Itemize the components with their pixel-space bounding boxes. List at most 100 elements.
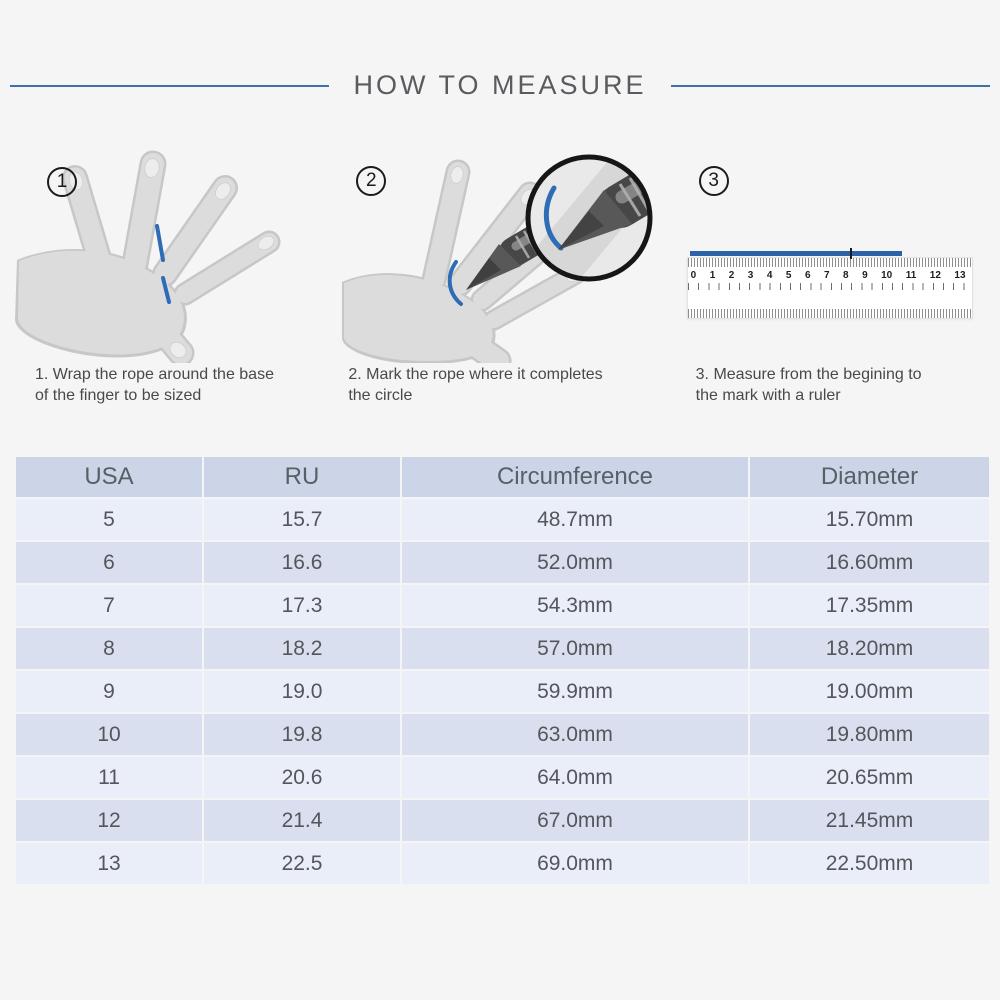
caption-line: 2. Mark the rope where it completes	[348, 366, 603, 383]
hand-photo-step2	[342, 154, 653, 363]
column-header-usa: USA	[16, 457, 202, 497]
ruler: 0 1 2 3 4 5 6 7 8 9 10 11 12	[686, 257, 973, 319]
column-header-diameter: Diameter	[750, 457, 989, 497]
ruler-number: 9	[862, 269, 868, 281]
ruler-number: 4	[766, 269, 773, 281]
ruler-ticks-bottom	[687, 309, 972, 318]
table-cell: 19.0	[204, 671, 400, 712]
magnifier-circle	[525, 154, 653, 282]
measured-rope-line	[689, 248, 902, 259]
step-2: 2	[342, 150, 657, 407]
table-row: 10 19.8 63.0mm 19.80mm	[16, 714, 989, 755]
ruler-illustration: 0 1 2 3 4 5 6 7 8 9 10 11 12	[686, 248, 973, 319]
table-cell: 22.50mm	[750, 843, 989, 884]
step-3-number-badge: 3	[698, 166, 729, 196]
caption-line: the mark with a ruler	[695, 386, 841, 404]
table-cell: 5	[16, 499, 202, 540]
table-cell: 54.3mm	[402, 585, 748, 626]
step-1: 1	[15, 150, 330, 407]
table-cell: 16.60mm	[750, 542, 989, 583]
title-line-right	[670, 84, 990, 87]
table-row: 6 16.6 52.0mm 16.60mm	[16, 542, 989, 583]
ruler-numbers: 0 1 2 3 4 5 6 7 8 9 10 11 12	[688, 267, 972, 283]
table-cell: 19.8	[204, 714, 400, 755]
table-cell: 64.0mm	[402, 757, 748, 798]
table-cell: 16.6	[204, 542, 400, 583]
table-row: 5 15.7 48.7mm 15.70mm	[16, 499, 989, 540]
ruler-number: 5	[785, 269, 792, 281]
ruler-number: 12	[929, 269, 941, 281]
table-cell: 15.7	[204, 499, 400, 540]
hand-photo-step1	[15, 150, 281, 363]
table-cell: 48.7mm	[402, 499, 748, 540]
ruler-number: 11	[905, 269, 917, 281]
step-1-illustration: 1	[15, 150, 330, 363]
table-cell: 67.0mm	[402, 800, 748, 841]
table-cell: 7	[16, 585, 202, 626]
table-cell: 63.0mm	[402, 714, 748, 755]
table-cell: 22.5	[204, 843, 400, 884]
table-cell: 21.45mm	[750, 800, 989, 841]
table-cell: 19.80mm	[750, 714, 989, 755]
ruler-ticks-top	[687, 258, 972, 267]
table-row: 7 17.3 54.3mm 17.35mm	[16, 585, 989, 626]
rope-mark	[448, 260, 464, 306]
table-cell: 19.00mm	[750, 671, 989, 712]
page-title: HOW TO MEASURE	[353, 70, 647, 100]
table-cell: 59.9mm	[402, 671, 748, 712]
table-row: 13 22.5 69.0mm 22.50mm	[16, 843, 989, 884]
table-cell: 20.6	[204, 757, 400, 798]
table-cell: 10	[16, 714, 202, 755]
rope-mark-tick	[849, 248, 852, 259]
ruler-number: 0	[690, 269, 697, 281]
caption-line: of the finger to be sized	[35, 386, 202, 404]
step-3-caption: 3. Measure from the begining to the mark…	[670, 365, 985, 407]
table-cell: 18.2	[204, 628, 400, 669]
steps-row: 1	[15, 150, 985, 407]
rope-mark	[155, 224, 171, 304]
caption-line: the circle	[348, 386, 413, 404]
table-cell: 15.70mm	[750, 499, 989, 540]
table-cell: 12	[16, 800, 202, 841]
table-row: 9 19.0 59.9mm 19.00mm	[16, 671, 989, 712]
step-2-caption: 2. Mark the rope where it completes the …	[342, 365, 657, 407]
step-1-number-badge: 1	[47, 167, 77, 197]
ruler-number: 2	[728, 269, 735, 281]
step-2-number-badge: 2	[356, 166, 387, 196]
step-2-illustration: 2	[342, 150, 657, 363]
caption-line: 1. Wrap the rope around the base	[35, 366, 274, 383]
title-row: HOW TO MEASURE	[10, 70, 990, 101]
table-cell: 17.3	[204, 585, 400, 626]
table-cell: 20.65mm	[750, 757, 989, 798]
table-row: 11 20.6 64.0mm 20.65mm	[16, 757, 989, 798]
table-cell: 9	[16, 671, 202, 712]
table-cell: 18.20mm	[750, 628, 989, 669]
table-header-row: USA RU Circumference Diameter	[16, 457, 989, 497]
table-cell: 57.0mm	[402, 628, 748, 669]
ring-size-table: USA RU Circumference Diameter 5 15.7 48.…	[14, 455, 991, 886]
table-row: 8 18.2 57.0mm 18.20mm	[16, 628, 989, 669]
title-line-left	[10, 84, 330, 87]
caption-line: 3. Measure from the begining to	[695, 366, 922, 383]
table-cell: 11	[16, 757, 202, 798]
ruler-number: 6	[804, 269, 811, 281]
ruler-number: 13	[954, 269, 966, 281]
column-header-circumference: Circumference	[402, 457, 748, 497]
table-cell: 21.4	[204, 800, 400, 841]
table-cell: 69.0mm	[402, 843, 748, 884]
table-cell: 52.0mm	[402, 542, 748, 583]
step-3-illustration: 3 0 1 2 3 4 5 6	[670, 150, 985, 363]
ruler-ticks-half	[687, 283, 972, 290]
step-3: 3 0 1 2 3 4 5 6	[670, 150, 985, 407]
ruler-number: 8	[843, 269, 849, 281]
ruler-number: 10	[881, 269, 893, 281]
table-cell: 8	[16, 628, 202, 669]
table-cell: 13	[16, 843, 202, 884]
column-header-ru: RU	[204, 457, 400, 497]
table-cell: 17.35mm	[750, 585, 989, 626]
ruler-number: 1	[709, 269, 716, 281]
table-row: 12 21.4 67.0mm 21.45mm	[16, 800, 989, 841]
step-1-caption: 1. Wrap the rope around the base of the …	[15, 365, 330, 407]
size-table-section: USA RU Circumference Diameter 5 15.7 48.…	[14, 455, 991, 886]
